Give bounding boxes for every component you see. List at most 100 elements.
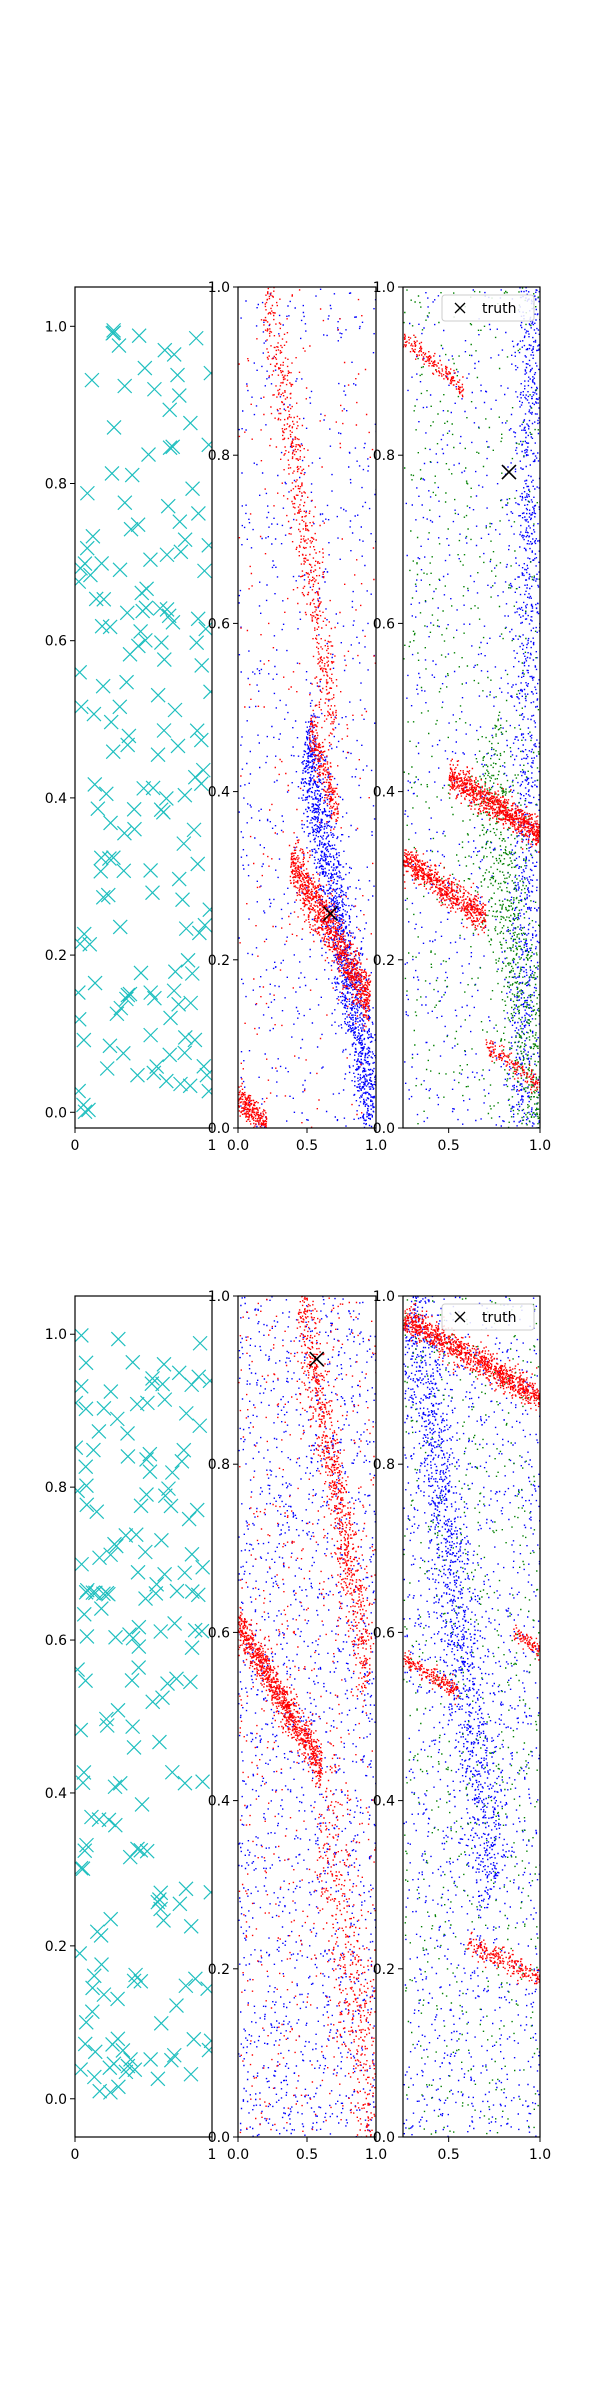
sample-point xyxy=(169,1671,184,1687)
y-tick-label: 0.6 xyxy=(45,1633,67,1649)
sample-point xyxy=(115,2043,131,2058)
sample-point xyxy=(118,2064,134,2080)
sample-point xyxy=(87,975,103,991)
sample-point xyxy=(117,378,133,394)
sample-point xyxy=(85,528,101,544)
legend-box xyxy=(441,294,535,322)
sample-point xyxy=(182,415,198,431)
sample-point xyxy=(131,1660,147,1675)
sample-point xyxy=(184,1640,200,1656)
sample-point xyxy=(112,919,128,935)
sample-point xyxy=(169,1583,185,1599)
sample-point xyxy=(122,1627,137,1642)
sample-point xyxy=(180,952,196,968)
sample-point xyxy=(141,447,156,463)
x-tick-label: 0 xyxy=(71,1138,80,1154)
sample-point xyxy=(103,714,119,730)
sample-point xyxy=(129,1396,145,1412)
sample-point xyxy=(94,618,110,634)
sample-point xyxy=(192,1418,208,1434)
y-tick-label: 0.8 xyxy=(208,1457,230,1473)
series-points xyxy=(238,287,376,1128)
sample-point xyxy=(134,585,150,601)
sample-point xyxy=(126,1973,142,1989)
sample-point xyxy=(182,1674,198,1690)
legend-marker xyxy=(454,1311,466,1323)
sample-point xyxy=(171,996,187,1012)
sample-point xyxy=(100,1586,116,1602)
y-tick-label: 0.0 xyxy=(45,2092,67,2108)
sample-point xyxy=(148,1586,164,1601)
sample-point xyxy=(75,2062,89,2078)
sample-point xyxy=(98,786,114,802)
sample-point xyxy=(183,2066,199,2082)
legend: truth xyxy=(441,1303,535,1331)
sample-point xyxy=(167,1616,183,1631)
sample-point xyxy=(106,322,122,338)
sample-point xyxy=(192,1335,208,1351)
sample-point xyxy=(177,532,193,548)
plot-area xyxy=(403,287,540,1128)
sample-point xyxy=(162,1047,178,1063)
sample-point xyxy=(93,1601,109,1616)
sample-point xyxy=(171,871,187,887)
sample-point xyxy=(149,1059,165,1075)
sample-point xyxy=(93,1928,109,1943)
sample-point xyxy=(105,744,121,760)
sample-point xyxy=(191,1369,207,1385)
sample-point xyxy=(95,678,111,694)
sample-point xyxy=(161,608,177,624)
sample-point xyxy=(142,1464,158,1480)
sample-point xyxy=(153,1532,169,1548)
sample-point xyxy=(102,2084,118,2100)
sample-point xyxy=(99,1718,115,1733)
sample-point xyxy=(155,1690,170,1706)
sample-point xyxy=(86,706,102,722)
x-tick-label: 0 xyxy=(71,2147,80,2163)
sample-point xyxy=(185,481,200,497)
sample-point xyxy=(118,991,134,1007)
sample-point xyxy=(191,925,207,941)
sample-point xyxy=(103,1547,119,1563)
y-tick-label: 1.0 xyxy=(373,1289,395,1305)
sample-point xyxy=(125,1354,141,1370)
sample-point xyxy=(75,1378,89,1394)
y-tick-label: 0.2 xyxy=(373,953,395,969)
sample-point xyxy=(143,552,158,568)
sample-point xyxy=(165,614,181,630)
sample-point xyxy=(86,1442,101,1458)
scatter-dots xyxy=(403,1302,540,1988)
sample-point xyxy=(102,619,118,635)
y-tick-label: 0.2 xyxy=(208,953,230,969)
sample-point xyxy=(163,1010,178,1026)
sample-point xyxy=(78,1673,93,1689)
y-tick-label: 1.0 xyxy=(45,1327,67,1343)
legend-label: truth xyxy=(482,301,516,317)
y-tick-label: 1.0 xyxy=(373,280,395,296)
scatter-dots xyxy=(238,287,376,1128)
sample-point xyxy=(103,1384,119,1399)
x-tick-label: 0.5 xyxy=(438,1138,460,1154)
sample-point xyxy=(150,687,166,703)
sample-point xyxy=(88,591,104,607)
sample-point xyxy=(178,1978,194,1994)
sample-point xyxy=(120,737,136,753)
sample-point xyxy=(116,825,132,841)
sample-point xyxy=(203,365,212,381)
sample-point xyxy=(153,802,169,818)
plot-panel-row1-left: 0.0 0.2 0.4 0.6 0.8 1.0 0 1 xyxy=(45,286,216,1154)
sample-point xyxy=(75,1860,89,1876)
plot-panel-row2-left: 0.0 0.2 0.4 0.6 0.8 1.0 0 1 xyxy=(45,1295,216,2163)
y-tick-label: 0.0 xyxy=(208,1121,230,1137)
series-points xyxy=(403,1297,540,2137)
sample-point xyxy=(124,467,140,483)
legend-box xyxy=(441,1303,535,1331)
sample-point xyxy=(153,1885,169,1901)
sample-point xyxy=(190,856,206,872)
sample-point xyxy=(188,330,204,346)
sample-point xyxy=(203,684,212,700)
series-points xyxy=(238,1296,376,2137)
y-tick-label: 0.2 xyxy=(373,1962,395,1978)
sample-point xyxy=(76,1606,92,1622)
